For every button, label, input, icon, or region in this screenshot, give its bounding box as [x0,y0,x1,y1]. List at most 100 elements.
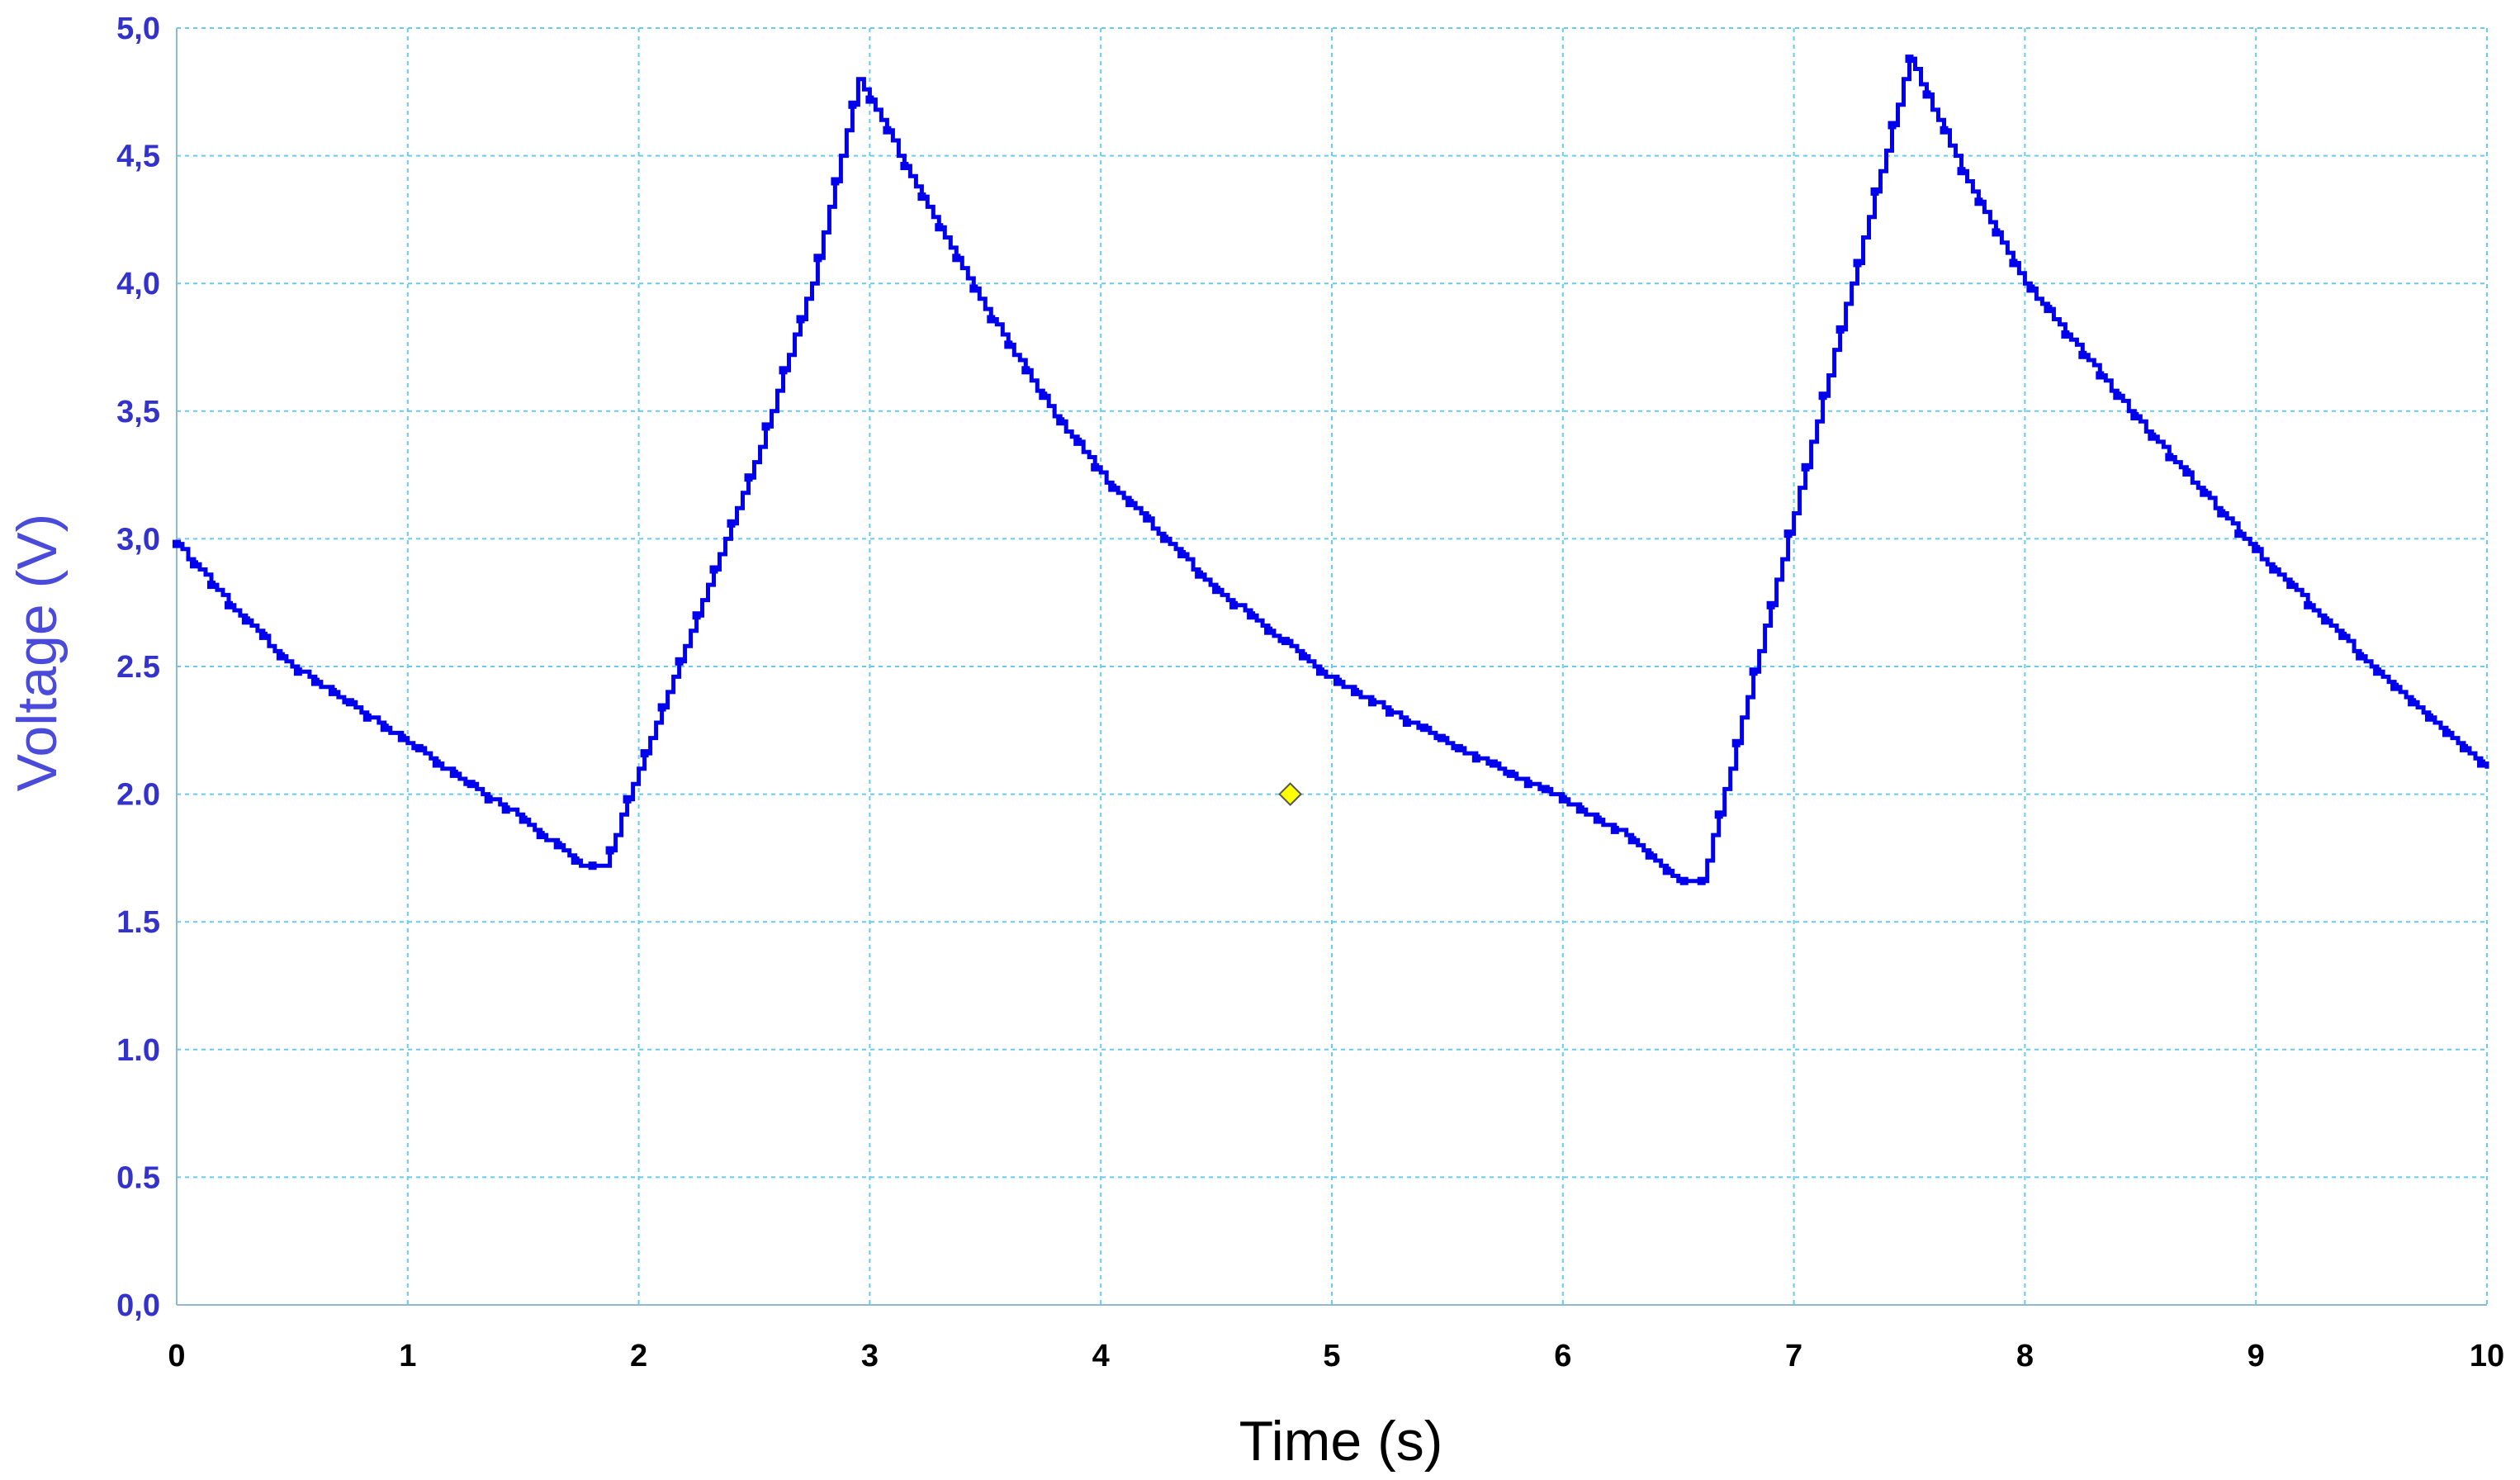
data-point [2390,682,2399,691]
data-point [2460,743,2468,752]
data-point [1281,637,1290,646]
y-tick-label: 0,0 [116,1288,160,1323]
x-tick-labels: 0 1 2 3 4 5 6 7 8 9 10 [168,1339,2504,1373]
data-point [1940,126,1949,135]
y-tick-label: 4,0 [116,267,160,301]
data-point [1056,417,1065,426]
data-point [1610,825,1619,834]
data-point [2425,713,2433,722]
data-point [345,698,354,707]
x-tick-label: 9 [2248,1339,2265,1373]
data-point [276,652,285,661]
data-point [2286,581,2295,590]
data-point [623,795,632,804]
data-point [293,667,302,676]
data-point [1039,391,1048,401]
data-point [1922,90,1931,99]
data-point [675,657,684,666]
x-tick-label: 10 [2470,1339,2504,1373]
data-point [640,749,649,758]
data-point [1523,780,1532,789]
data-point [1905,55,1914,64]
data-point [190,560,198,569]
data-point [848,100,857,109]
data-point [1974,197,1983,206]
data-point [2026,284,2035,293]
data-point [328,687,337,696]
data-point [2408,698,2417,707]
data-point [1004,340,1013,349]
data-point [1229,600,1239,610]
data-point [1264,626,1273,635]
data-point [761,422,770,431]
y-tick-labels: 0,0 0.5 1.0 1.5 2.0 2.5 3,0 3,5 4,0 4,5 5,0 [116,12,160,1323]
data-point [1351,687,1359,696]
data-point [380,723,389,733]
data-point [1801,462,1810,472]
data-point [1125,499,1134,508]
data-point [1783,529,1793,538]
data-point [987,315,996,324]
data-point [1108,483,1117,492]
data-point [1437,733,1446,742]
data-point [813,254,822,263]
data-point [588,861,597,870]
data-point [1593,815,1602,824]
data-point [1870,187,1879,196]
data-point [1888,121,1897,130]
data-point [2182,468,2191,477]
data-point [744,473,753,482]
data-point [969,284,978,293]
y-tick-label: 3,0 [116,522,160,557]
data-point [2338,631,2347,640]
data-point [1299,652,1307,661]
data-point [1177,550,1187,558]
data-point [865,95,874,104]
data-point [1454,743,1463,752]
x-tick-label: 3 [861,1339,879,1373]
data-point [484,795,493,804]
data-point [2477,759,2485,768]
grid [176,27,2488,1306]
data-point [2009,259,2018,268]
data-point [1766,600,1775,610]
data-point [796,315,805,324]
data-point [1679,876,1689,885]
data-point [1247,611,1256,620]
data-point [1714,810,1723,819]
data-point [173,539,181,548]
data-point [449,769,458,778]
data-point [2234,529,2243,538]
data-point [2252,544,2261,553]
data-point [1195,570,1204,579]
data-point [605,846,614,855]
y-axis-label: Voltage (V) [6,514,69,791]
y-tick-label: 0.5 [116,1160,160,1195]
data-point [2321,616,2330,625]
data-point [310,677,320,686]
data-point [1697,876,1706,885]
data-point [2044,305,2053,314]
data-point [1818,391,1827,401]
x-tick-label: 8 [2016,1339,2034,1373]
y-tick-label: 1.0 [116,1033,160,1068]
data-point [1506,769,1515,778]
data-point [2113,391,2122,401]
data-point [1853,259,1862,268]
data-point [1749,667,1758,676]
data-point [2217,509,2226,518]
series [173,55,2489,885]
x-tick-label: 4 [1092,1339,1110,1373]
data-point [1160,534,1169,543]
data-point [1386,708,1394,717]
data-point [1957,167,1966,176]
data-point [241,616,250,625]
cursor-marker[interactable] [1278,782,1303,807]
x-tick-label: 5 [1323,1339,1340,1373]
data-point [207,581,216,590]
data-point [1021,366,1030,375]
y-tick-label: 4,5 [116,140,160,174]
data-point [2061,330,2070,339]
data-point [501,805,510,814]
